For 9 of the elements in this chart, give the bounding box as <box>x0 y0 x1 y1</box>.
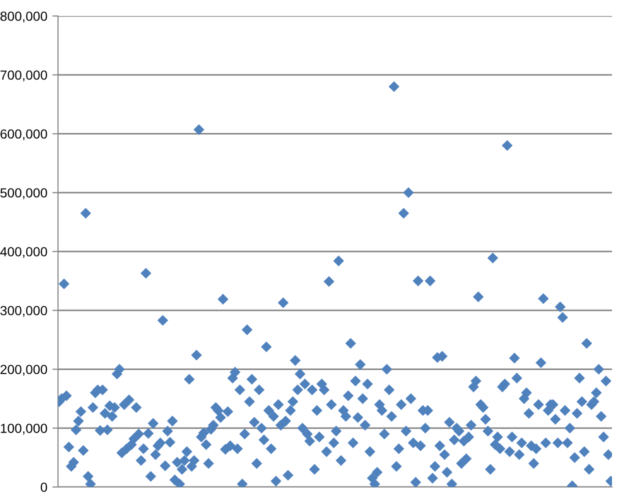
y-tick-label: 600,000 <box>0 129 48 140</box>
y-tick-label: 200,000 <box>0 364 48 376</box>
y-tick-label: 0 <box>40 482 48 492</box>
y-tick-label: 100,000 <box>0 424 48 435</box>
y-tick-label: 500,000 <box>0 188 48 200</box>
y-tick-label: 400,000 <box>0 247 48 258</box>
y-tick-label: 800,000 <box>0 12 48 22</box>
y-tick-label: 300,000 <box>0 306 48 317</box>
y-tick-label: 700,000 <box>0 70 48 82</box>
